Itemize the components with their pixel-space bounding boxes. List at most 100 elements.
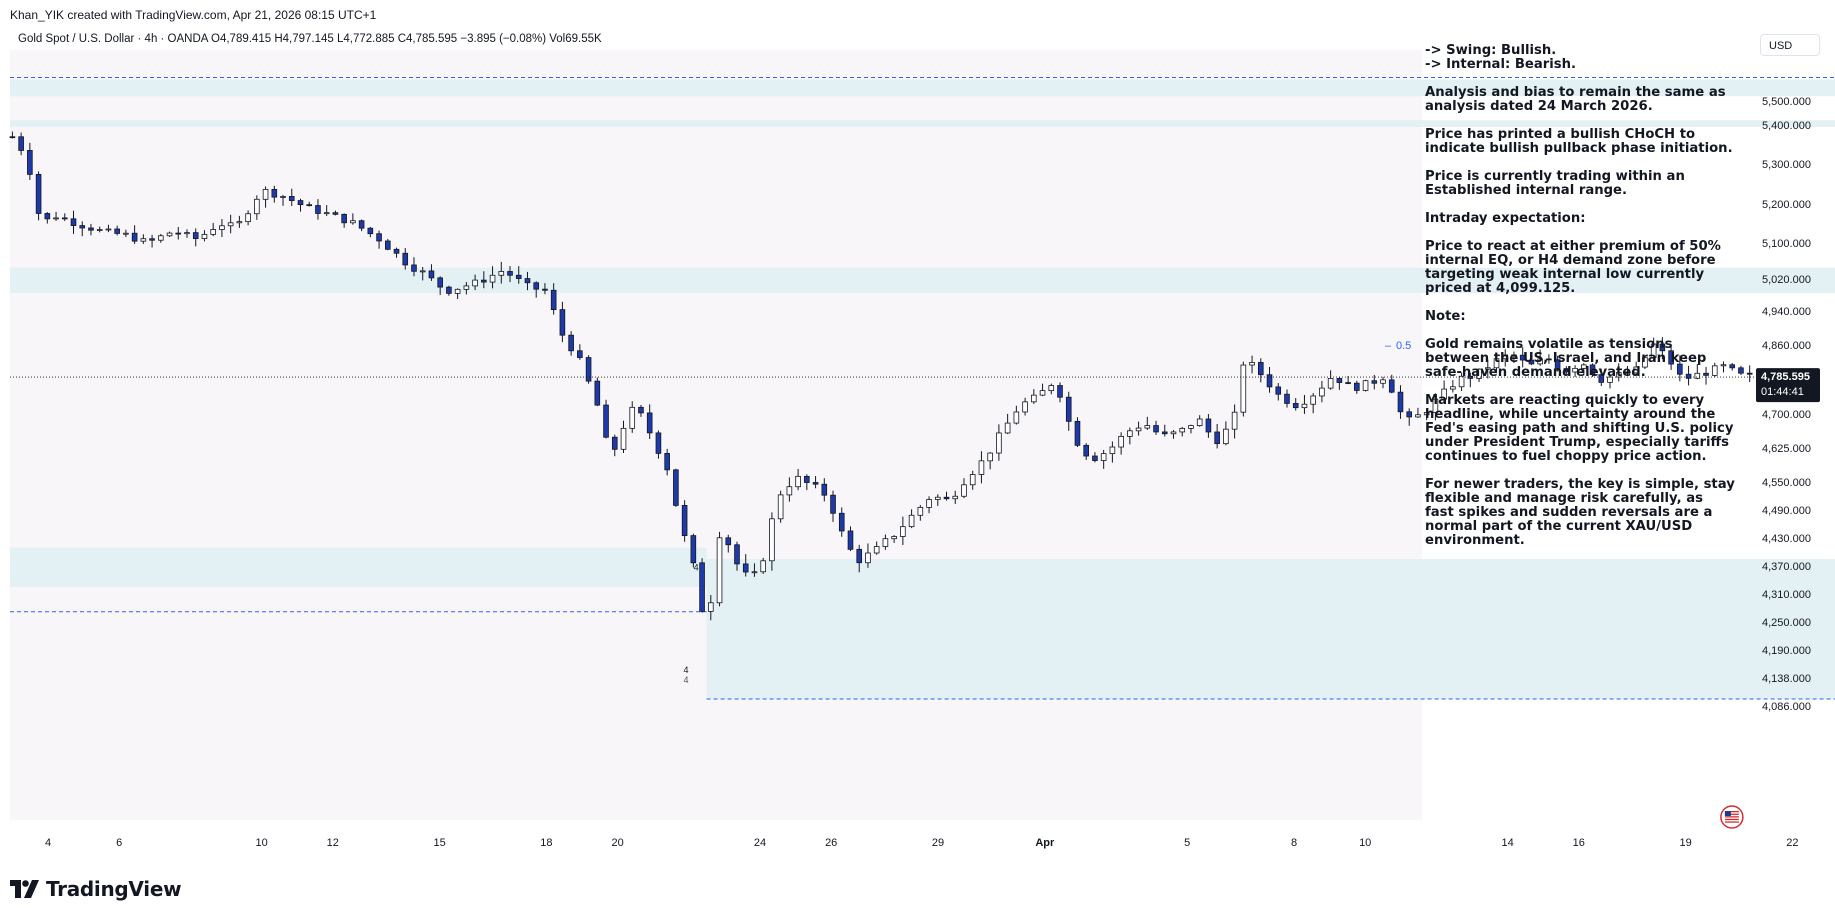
candle-bull: [140, 234, 147, 244]
zone-rect: [10, 267, 1835, 293]
candle-body: [1031, 394, 1037, 403]
candle-bear: [943, 491, 950, 501]
candle-body: [524, 278, 531, 284]
candle-bear: [131, 225, 138, 244]
candle-body: [830, 494, 836, 514]
chart-overlay: 4,785.595 01:44:41 – 0.5: [10, 340, 1820, 829]
note-paragraph: Price has printed a bullish CHoCH to ind…: [1425, 127, 1733, 156]
candle-bear: [1205, 414, 1212, 438]
candle-bull: [1144, 416, 1151, 430]
price-tick-label: 4,700.000: [1762, 409, 1811, 421]
price-tick-label: 5,200.000: [1762, 199, 1811, 211]
candle-bull: [1650, 337, 1657, 361]
candle-bear: [1266, 366, 1273, 393]
candle-body: [393, 248, 400, 254]
candle-body: [1581, 364, 1587, 369]
dashed-levels: [10, 76, 1835, 700]
currency-selector[interactable]: USD: [1760, 34, 1820, 56]
candle-body: [419, 270, 426, 273]
candle-body: [873, 546, 880, 554]
candle-bull: [751, 563, 758, 577]
candle-body: [192, 232, 199, 239]
candle-body: [367, 227, 374, 235]
candle-bull: [1196, 415, 1203, 427]
candle-body: [376, 233, 382, 242]
candle-bear: [306, 201, 313, 207]
candle-body: [646, 412, 653, 434]
candle-bull: [1362, 379, 1369, 392]
candle-body: [166, 232, 173, 237]
candle-bear: [315, 199, 321, 220]
candle-bull: [1572, 365, 1578, 378]
candle-body: [1624, 371, 1631, 374]
candle-body: [681, 504, 688, 537]
note-paragraph: Gold remains volatile as tensions betwee…: [1425, 337, 1707, 380]
candle-body: [507, 271, 513, 276]
candle-bull: [760, 557, 766, 574]
candle-body: [1231, 411, 1238, 430]
candle-body: [742, 563, 749, 573]
candle-body: [1720, 364, 1727, 367]
candle-body: [638, 406, 644, 414]
candle-body: [1589, 364, 1596, 376]
candle-body: [1223, 428, 1229, 445]
note-paragraph: Price is currently trading within an Est…: [1425, 169, 1685, 198]
candle-body: [35, 174, 42, 214]
candle-body: [158, 235, 164, 241]
candle-bear: [376, 230, 382, 249]
candle-bear: [1336, 377, 1343, 390]
time-tick-label: 5: [1184, 837, 1190, 849]
candle-body: [1284, 393, 1290, 404]
candle-bear: [411, 257, 417, 277]
candle-body: [585, 357, 592, 382]
candle-bear: [1354, 380, 1360, 394]
candle-body: [996, 432, 1002, 454]
candle-bear: [1257, 358, 1264, 383]
candle-body: [1668, 350, 1674, 365]
candle-bull: [996, 424, 1002, 461]
price-tick-label: 5,020.000: [1762, 274, 1811, 286]
time-tick-label: 12: [327, 837, 339, 849]
candle-bear: [27, 142, 33, 180]
candle-body: [1694, 372, 1701, 379]
candle-body: [489, 274, 496, 283]
time-tick-label: 6: [116, 837, 122, 849]
candle-bear: [1065, 391, 1072, 431]
candle-body: [105, 228, 112, 231]
candle-body: [1092, 455, 1098, 461]
price-tick-label: 5,100.000: [1762, 238, 1811, 250]
candle-body: [454, 288, 461, 294]
flag-canton: [1724, 811, 1731, 816]
price-tick-label: 4,940.000: [1762, 306, 1811, 318]
candle-body: [297, 200, 304, 206]
candle-bear: [577, 344, 583, 360]
candle-bull: [1118, 432, 1124, 455]
tradingview-logo[interactable]: TradingView: [10, 876, 182, 902]
candle-bull: [201, 230, 208, 242]
candle-body: [1650, 343, 1657, 359]
candle-bear: [673, 468, 679, 507]
candle-body: [27, 150, 33, 175]
time-tick-label: 8: [1291, 837, 1297, 849]
candle-body: [1354, 382, 1360, 391]
candle-bear: [664, 448, 670, 476]
candle-bull: [1179, 426, 1186, 437]
candle-body: [1397, 391, 1404, 413]
candle-body: [402, 252, 409, 266]
candle-bear: [507, 266, 513, 283]
candle-body: [716, 537, 723, 604]
candle-bull: [158, 233, 164, 243]
candle-bull: [1415, 407, 1421, 418]
candle-body: [1109, 446, 1116, 455]
candle-bear: [358, 219, 365, 232]
candle-body: [114, 228, 120, 234]
candle-body: [1572, 367, 1578, 373]
candle-body: [725, 537, 732, 546]
price-tick-label: 4,086.000: [1762, 701, 1811, 713]
candle-body: [245, 213, 251, 223]
candle-bull: [1537, 349, 1543, 366]
candle-bear: [847, 526, 854, 552]
candle-bull: [1711, 362, 1718, 377]
